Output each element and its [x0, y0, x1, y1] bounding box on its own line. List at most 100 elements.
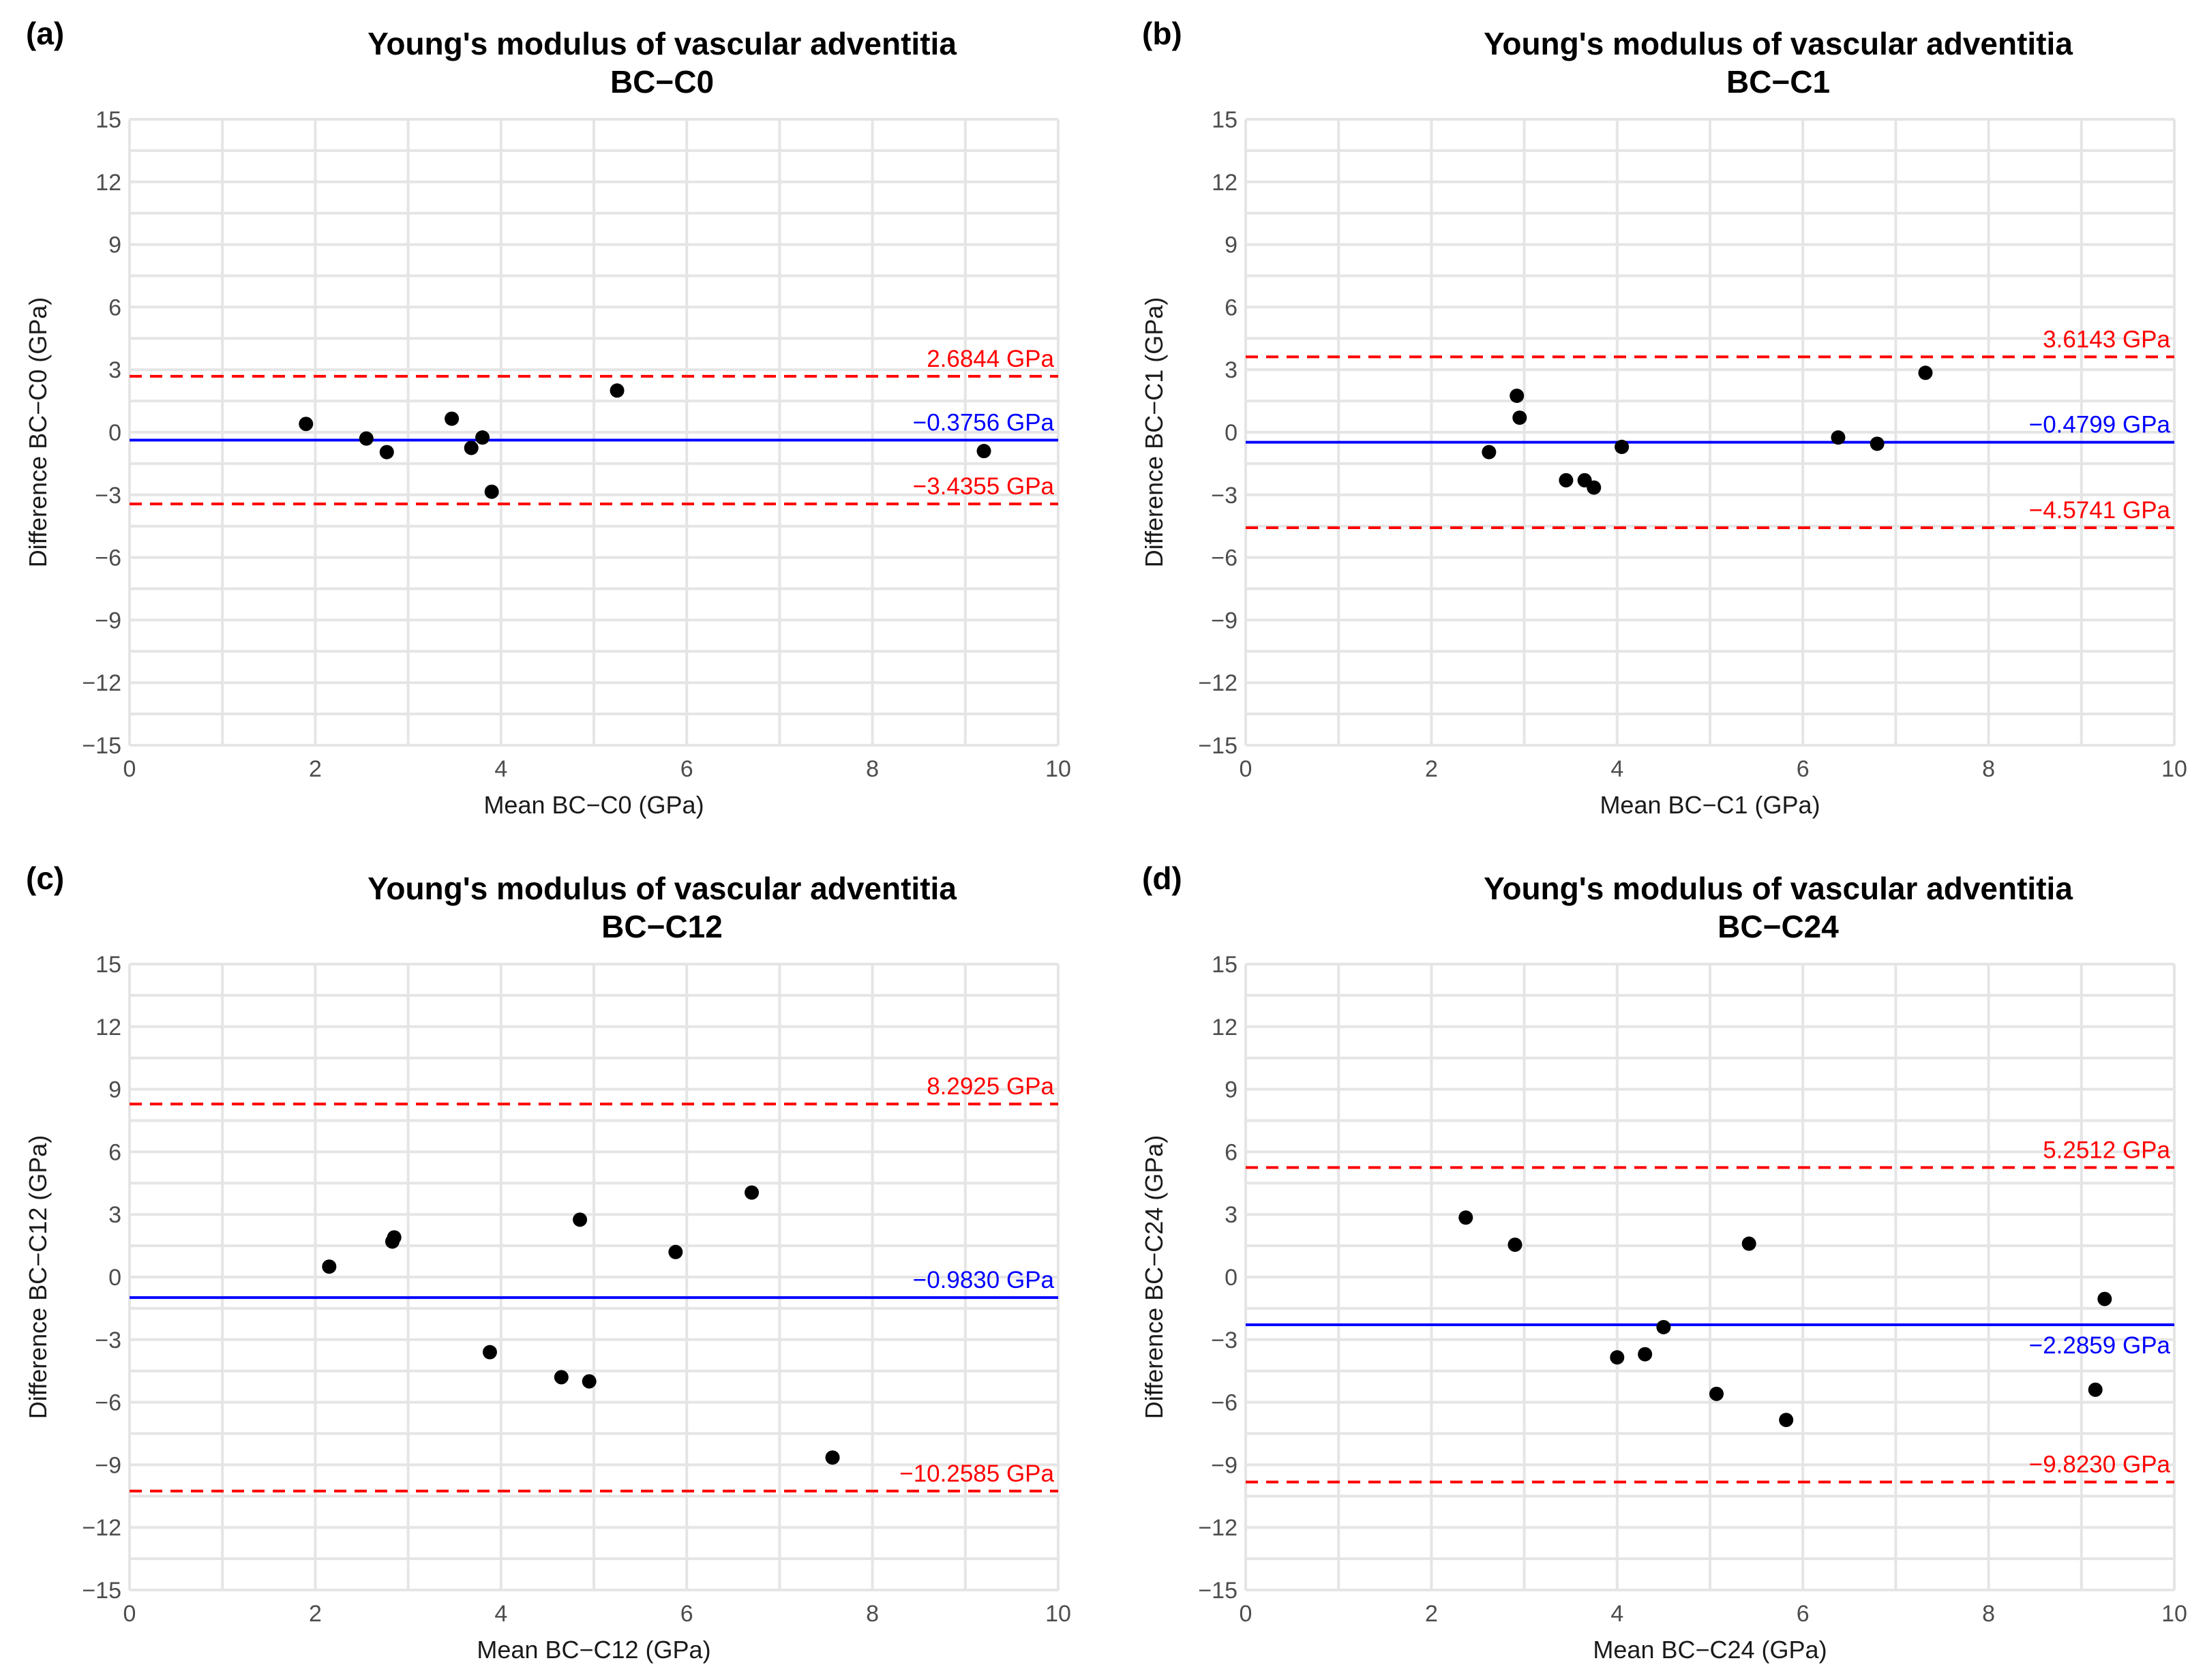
- y-tick-label: −6: [1211, 1390, 1238, 1416]
- data-point: [1741, 1236, 1756, 1251]
- y-tick-label: 6: [108, 1139, 121, 1165]
- y-axis-label: Difference BC−C0 (GPa): [24, 297, 52, 568]
- y-tick-label: −3: [95, 483, 121, 509]
- chart-subtitle: BC−C12: [601, 909, 723, 944]
- data-point: [322, 1259, 337, 1274]
- x-tick-label: 2: [1425, 756, 1438, 782]
- data-point: [464, 440, 479, 455]
- data-point: [1709, 1386, 1724, 1401]
- y-tick-label: 6: [108, 295, 121, 320]
- y-tick-label: −15: [82, 1578, 121, 1604]
- x-tick-label: 6: [680, 756, 693, 782]
- x-tick-label: 10: [1045, 756, 1071, 782]
- x-tick-label: 4: [494, 756, 507, 782]
- y-tick-label: 15: [1212, 107, 1238, 133]
- x-tick-label: 8: [866, 1601, 879, 1627]
- y-tick-label: 9: [1225, 1077, 1238, 1103]
- x-tick-label: 6: [1797, 756, 1810, 782]
- x-axis-label: Mean BC−C1 (GPa): [1600, 791, 1820, 819]
- mean-difference-line-label: −2.2859 GPa: [2029, 1332, 2171, 1359]
- y-tick-label: −6: [95, 545, 121, 571]
- data-point: [379, 445, 394, 460]
- lower-limit-line-label: −3.4355 GPa: [913, 473, 1055, 500]
- y-axis-label: Difference BC−C12 (GPa): [24, 1135, 52, 1420]
- y-tick-label: 9: [1225, 232, 1238, 258]
- x-tick-label: 8: [866, 756, 879, 782]
- x-tick-label: 0: [123, 756, 136, 782]
- upper-limit-line-label: 3.6143 GPa: [2043, 326, 2170, 352]
- chart-title: Young's modulus of vascular adventitia: [1484, 26, 2073, 61]
- data-point: [1559, 472, 1574, 487]
- x-tick-label: 10: [2161, 1601, 2187, 1627]
- data-point: [745, 1185, 760, 1200]
- data-point: [976, 444, 991, 459]
- x-tick-label: 0: [123, 1601, 136, 1627]
- lower-limit-line-label: −4.5741 GPa: [2029, 497, 2171, 524]
- y-tick-label: −15: [82, 733, 121, 759]
- y-tick-label: 3: [1225, 357, 1238, 383]
- y-tick-label: −15: [1198, 1578, 1238, 1604]
- data-point: [1779, 1413, 1794, 1428]
- x-tick-label: 6: [680, 1601, 693, 1627]
- y-tick-label: 0: [108, 1265, 121, 1291]
- y-tick-label: −9: [1211, 1452, 1238, 1478]
- y-tick-label: −6: [95, 1390, 121, 1416]
- y-tick-label: −3: [1211, 483, 1238, 509]
- x-tick-label: 2: [309, 756, 322, 782]
- y-tick-label: −12: [82, 670, 121, 696]
- chart-subtitle: BC−C0: [610, 64, 714, 100]
- data-point: [825, 1450, 840, 1465]
- y-tick-label: 3: [108, 1202, 121, 1228]
- chart-title: Young's modulus of vascular adventitia: [368, 871, 957, 906]
- data-point: [299, 417, 314, 432]
- data-point: [2088, 1382, 2103, 1397]
- panel-label: (b): [1142, 16, 1182, 51]
- y-tick-label: −15: [1198, 733, 1238, 759]
- x-tick-label: 8: [1982, 756, 1995, 782]
- lower-limit-line-label: −9.8230 GPa: [2029, 1452, 2171, 1478]
- data-point: [1615, 439, 1630, 454]
- y-tick-label: 12: [95, 170, 121, 196]
- chart-title: Young's modulus of vascular adventitia: [368, 26, 957, 61]
- x-axis-label: Mean BC−C12 (GPa): [477, 1636, 710, 1664]
- y-tick-label: −12: [1198, 1515, 1238, 1541]
- panel-label: (d): [1142, 860, 1182, 896]
- panel-label: (c): [26, 860, 64, 896]
- y-tick-label: 12: [95, 1015, 121, 1040]
- data-point: [1610, 1350, 1625, 1365]
- data-point: [1508, 1238, 1522, 1252]
- x-tick-label: 2: [1425, 1601, 1438, 1627]
- y-tick-label: 9: [108, 232, 121, 258]
- x-tick-label: 10: [2161, 756, 2187, 782]
- panel-label: (a): [26, 16, 64, 51]
- x-tick-label: 10: [1045, 1601, 1071, 1627]
- data-point: [2097, 1291, 2112, 1306]
- data-point: [1482, 445, 1497, 460]
- y-tick-label: 6: [1225, 295, 1238, 320]
- y-tick-label: −6: [1211, 545, 1238, 571]
- lower-limit-line-label: −10.2585 GPa: [899, 1460, 1054, 1487]
- x-tick-label: 4: [1610, 756, 1623, 782]
- chart-subtitle: BC−C24: [1717, 909, 1839, 944]
- mean-difference-line-label: −0.4799 GPa: [2029, 412, 2171, 438]
- data-point: [582, 1374, 597, 1389]
- data-point: [387, 1230, 402, 1245]
- y-axis-label: Difference BC−C24 (GPa): [1140, 1135, 1168, 1420]
- y-tick-label: 15: [95, 107, 121, 133]
- upper-limit-line-label: 5.2512 GPa: [2043, 1137, 2170, 1163]
- y-tick-label: −3: [1211, 1328, 1238, 1353]
- x-tick-label: 4: [494, 1601, 507, 1627]
- data-point: [573, 1212, 588, 1227]
- data-point: [482, 1345, 497, 1360]
- data-point: [1458, 1210, 1473, 1225]
- y-tick-label: −9: [95, 1452, 121, 1478]
- data-point: [445, 411, 460, 426]
- data-point: [1918, 365, 1933, 380]
- x-axis-label: Mean BC−C24 (GPa): [1593, 1636, 1827, 1664]
- y-tick-label: 0: [1225, 1265, 1238, 1291]
- data-point: [610, 383, 625, 398]
- y-tick-label: 3: [108, 357, 121, 383]
- data-point: [1656, 1319, 1671, 1334]
- y-tick-label: −9: [95, 608, 121, 633]
